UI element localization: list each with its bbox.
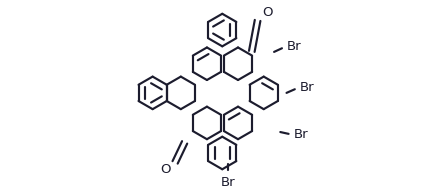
Text: Br: Br — [293, 128, 308, 141]
Text: Br: Br — [299, 81, 314, 94]
Text: Br: Br — [220, 176, 235, 189]
Text: O: O — [262, 6, 272, 19]
Text: Br: Br — [286, 40, 301, 53]
Text: O: O — [160, 163, 170, 176]
